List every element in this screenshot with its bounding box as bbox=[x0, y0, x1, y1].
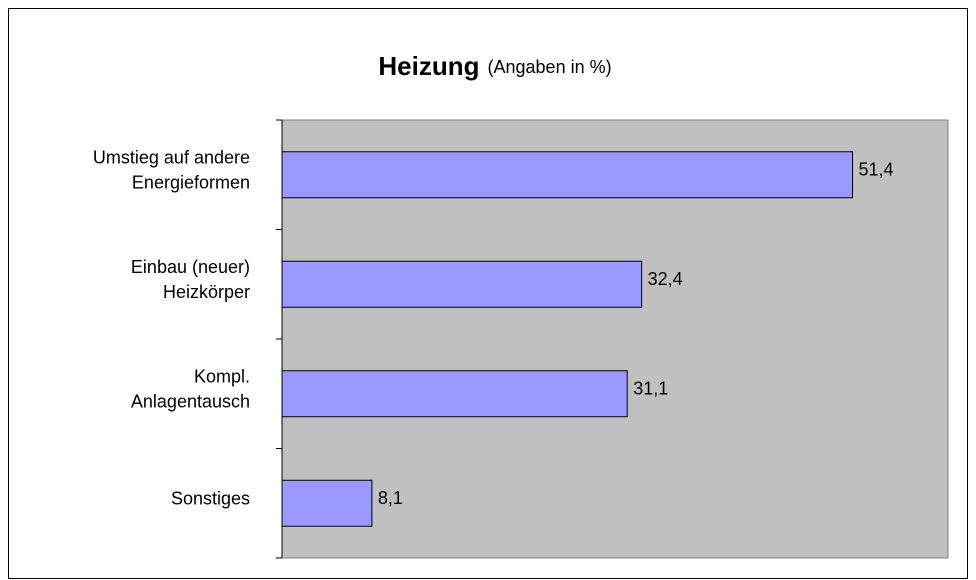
bar bbox=[281, 370, 628, 418]
category-label-line: Sonstiges bbox=[171, 488, 250, 508]
category-label-line: Anlagentausch bbox=[131, 391, 250, 411]
category-label-line: Kompl. bbox=[194, 366, 250, 386]
value-label: 8,1 bbox=[378, 488, 403, 508]
value-label: 31,1 bbox=[633, 379, 668, 399]
category-label: Kompl. Anlagentausch bbox=[131, 366, 250, 411]
category-label-line: Umstieg auf andere bbox=[93, 147, 250, 167]
category-label-line: Heizkörper bbox=[163, 282, 250, 302]
value-label: 51,4 bbox=[859, 160, 894, 180]
category-label: Sonstiges bbox=[171, 488, 250, 508]
chart-subtitle: (Angaben in %) bbox=[488, 57, 612, 77]
category-label-line: Energieformen bbox=[132, 172, 250, 192]
category-label: Einbau (neuer) Heizkörper bbox=[131, 257, 250, 302]
category-label: Umstieg auf andere Energieformen bbox=[93, 147, 250, 192]
chart-heading: Heizung (Angaben in %) bbox=[378, 51, 611, 81]
value-label: 32,4 bbox=[648, 269, 683, 289]
chart-title: Heizung bbox=[378, 51, 479, 81]
bar bbox=[281, 479, 373, 527]
category-label-line: Einbau (neuer) bbox=[131, 257, 250, 277]
bar bbox=[281, 260, 643, 308]
bar bbox=[281, 151, 854, 199]
